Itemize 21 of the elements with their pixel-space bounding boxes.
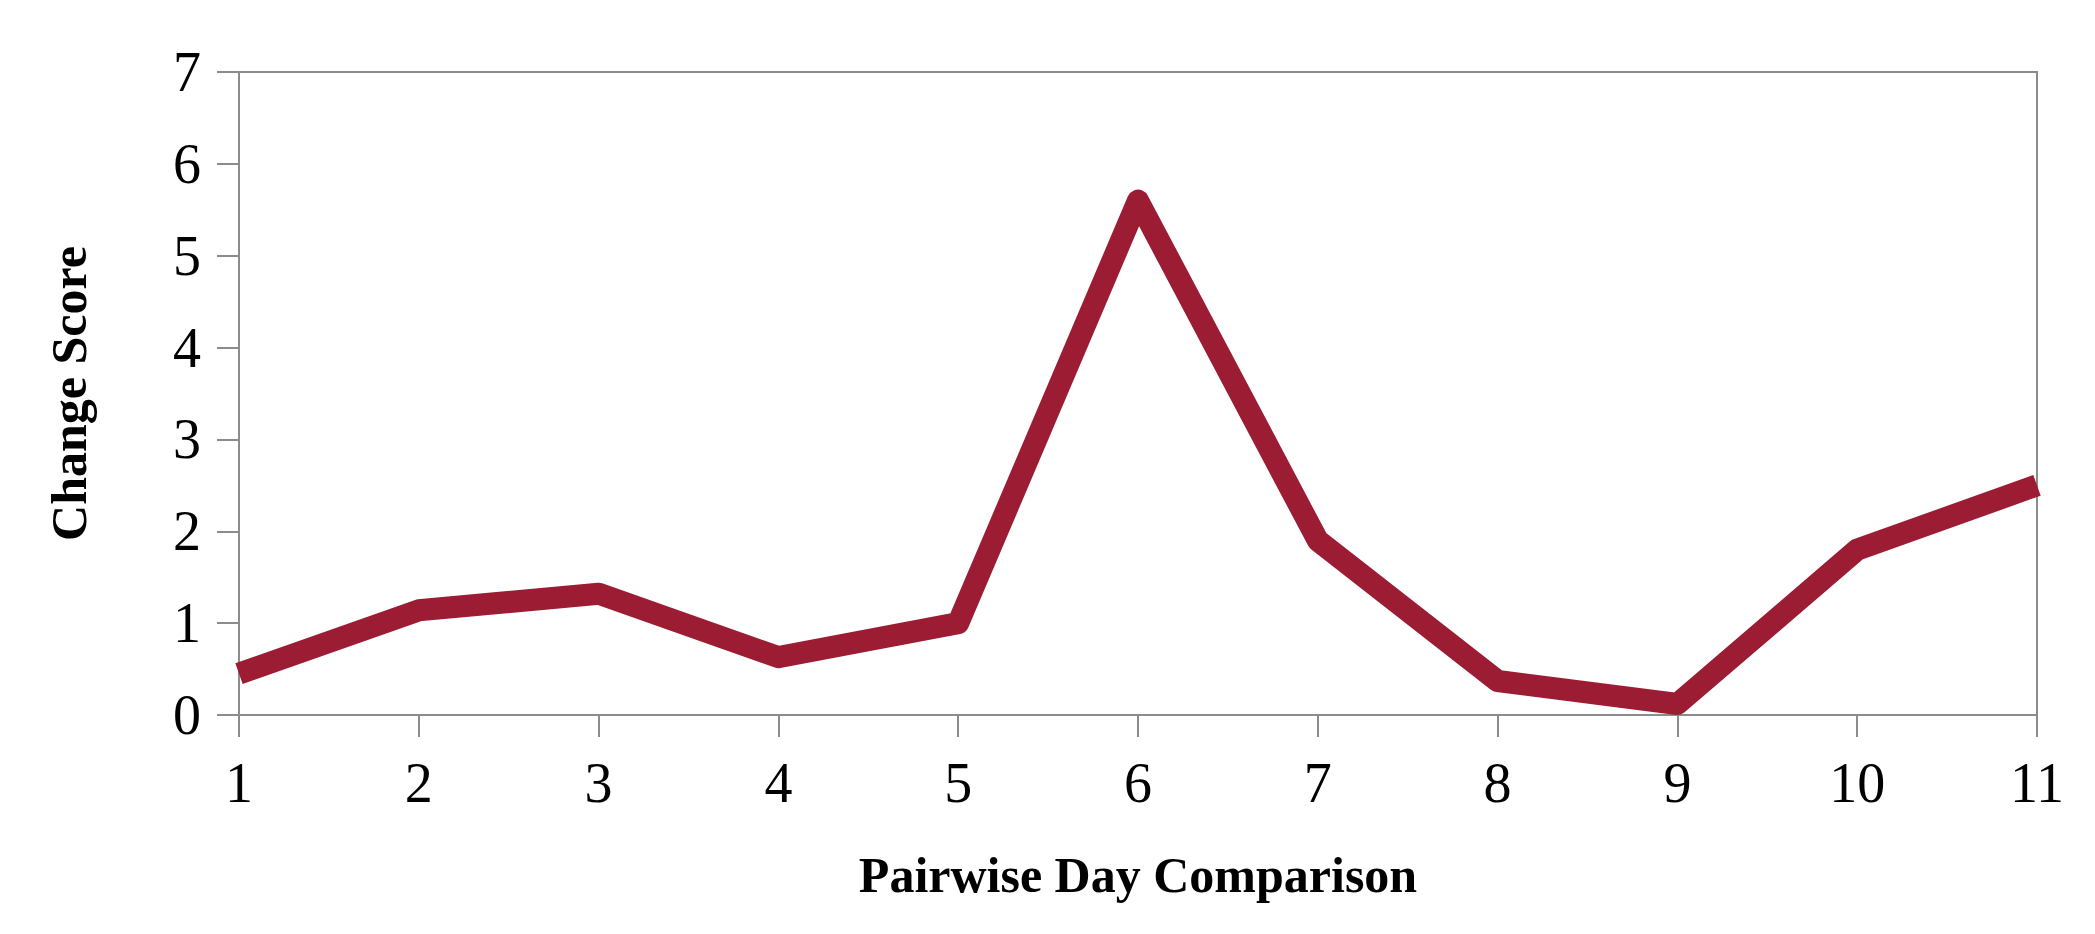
y-tick-label: 2 bbox=[173, 500, 201, 563]
y-axis-title: Change Score bbox=[41, 246, 97, 541]
y-tick-label: 4 bbox=[173, 316, 201, 379]
x-tick-label: 7 bbox=[1303, 752, 1332, 814]
x-tick-label: 10 bbox=[1829, 752, 1886, 814]
x-tick-label: 2 bbox=[404, 752, 433, 814]
x-tick-label: 5 bbox=[944, 752, 973, 814]
y-tick-label: 1 bbox=[173, 592, 201, 655]
x-tick-label: 11 bbox=[2010, 752, 2064, 814]
y-tick-label: 3 bbox=[173, 408, 201, 471]
y-tick-label: 5 bbox=[173, 224, 201, 287]
x-axis-title: Pairwise Day Comparison bbox=[858, 847, 1418, 903]
x-tick-label: 1 bbox=[225, 752, 253, 814]
x-tick-label: 6 bbox=[1124, 752, 1152, 814]
x-tick-label: 4 bbox=[764, 752, 793, 814]
y-tick-label: 0 bbox=[173, 684, 201, 746]
y-tick-label: 6 bbox=[173, 132, 201, 195]
x-tick-label: 3 bbox=[584, 752, 613, 814]
x-tick-label: 8 bbox=[1483, 752, 1512, 814]
y-tick-label: 7 bbox=[173, 41, 201, 103]
x-tick-label: 9 bbox=[1663, 752, 1692, 814]
